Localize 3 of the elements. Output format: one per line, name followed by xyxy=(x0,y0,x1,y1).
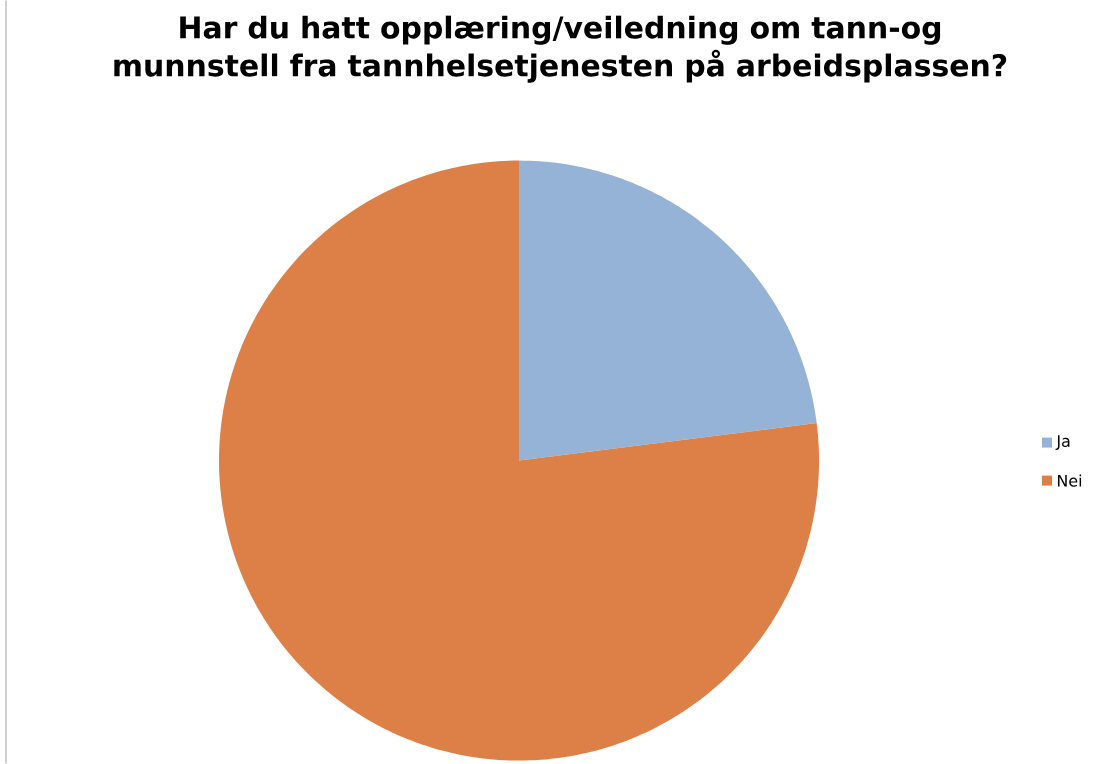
legend-label: Ja xyxy=(1055,435,1070,450)
legend-label: Nei xyxy=(1057,474,1082,487)
chart-title: Har du hatt opplæring/veiledning om tann-og munnstell fra tannhelsetjenesten på arbeidsplassen? xyxy=(114,15,1007,83)
